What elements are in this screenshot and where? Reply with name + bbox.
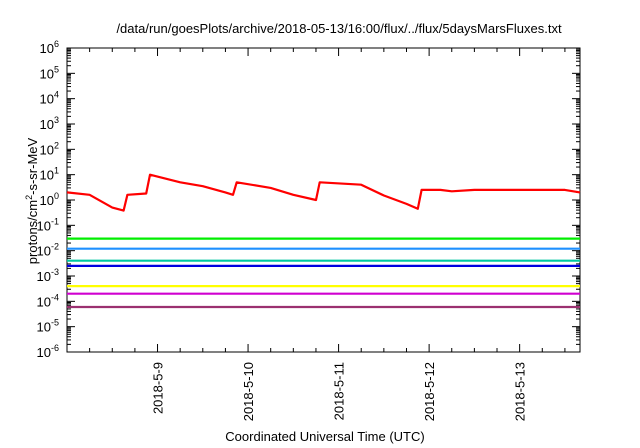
svg-text:protons/cm2-s-sr-MeV: protons/cm2-s-sr-MeV — [24, 137, 40, 264]
y-tick-label: 10-6 — [37, 343, 59, 360]
y-tick-label: 10-1 — [37, 216, 59, 233]
x-tick-label: 2018-5-13 — [513, 362, 528, 421]
y-tick-label: 103 — [40, 115, 59, 132]
y-tick-label: 105 — [40, 64, 59, 81]
plot-area: 10-6 10-5 10-4 10-3 10-2 10-1 100 101 102 103 104 1… — [37, 39, 581, 421]
y-tick-label: 10-2 — [37, 242, 59, 259]
y-tick-label: 10-5 — [37, 318, 59, 335]
y-axis-label-sup: 2 — [24, 195, 34, 200]
y-tick-label: 10-4 — [37, 292, 59, 309]
x-tick-label: 2018-5-9 — [151, 362, 166, 414]
y-axis-label-base: protons/cm — [25, 200, 40, 264]
y-tick-label: 10-3 — [37, 267, 59, 284]
y-tick-label: 106 — [40, 39, 59, 56]
y-tick-label: 102 — [40, 140, 59, 157]
y-axis-label-rest: -s-sr-MeV — [25, 137, 40, 194]
series-line-1 — [66, 173, 581, 212]
x-tick-label: 2018-5-10 — [241, 362, 256, 421]
chart-title: /data/run/goesPlots/archive/2018-05-13/1… — [116, 21, 562, 36]
y-tick-label: 104 — [40, 90, 59, 107]
x-tick-label: 2018-5-11 — [332, 362, 347, 420]
x-tick-label: 2018-5-12 — [422, 362, 437, 421]
y-axis-label: protons/cm2-s-sr-MeV — [24, 137, 40, 264]
x-axis-label: Coordinated Universal Time (UTC) — [225, 429, 424, 444]
y-tick-label: 101 — [40, 166, 59, 183]
y-tick-label: 100 — [40, 191, 59, 208]
